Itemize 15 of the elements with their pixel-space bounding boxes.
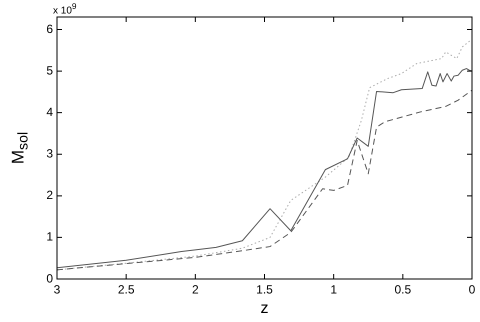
y-tick-label: 2	[46, 188, 54, 202]
y-tick-label: 3	[46, 146, 54, 161]
x-tick-label: 0	[468, 282, 476, 297]
y-tick-label: 0	[46, 271, 54, 286]
text: x 10$^{9}$	[53, 1, 77, 16]
x-tick-label: 2	[192, 282, 199, 297]
y-tick-label: 5	[46, 63, 54, 78]
y-tick-label: 1	[46, 230, 54, 244]
x-tick-label: 0.5	[394, 282, 412, 297]
x-tick-label: 2.5	[118, 282, 135, 297]
y-tick-label: 6	[46, 22, 54, 36]
x-axis-title: z	[260, 300, 268, 317]
y-tick-label: 4	[46, 104, 54, 119]
x-tick-label: 1.5	[256, 282, 274, 297]
x-tick-label: 1	[330, 282, 338, 297]
